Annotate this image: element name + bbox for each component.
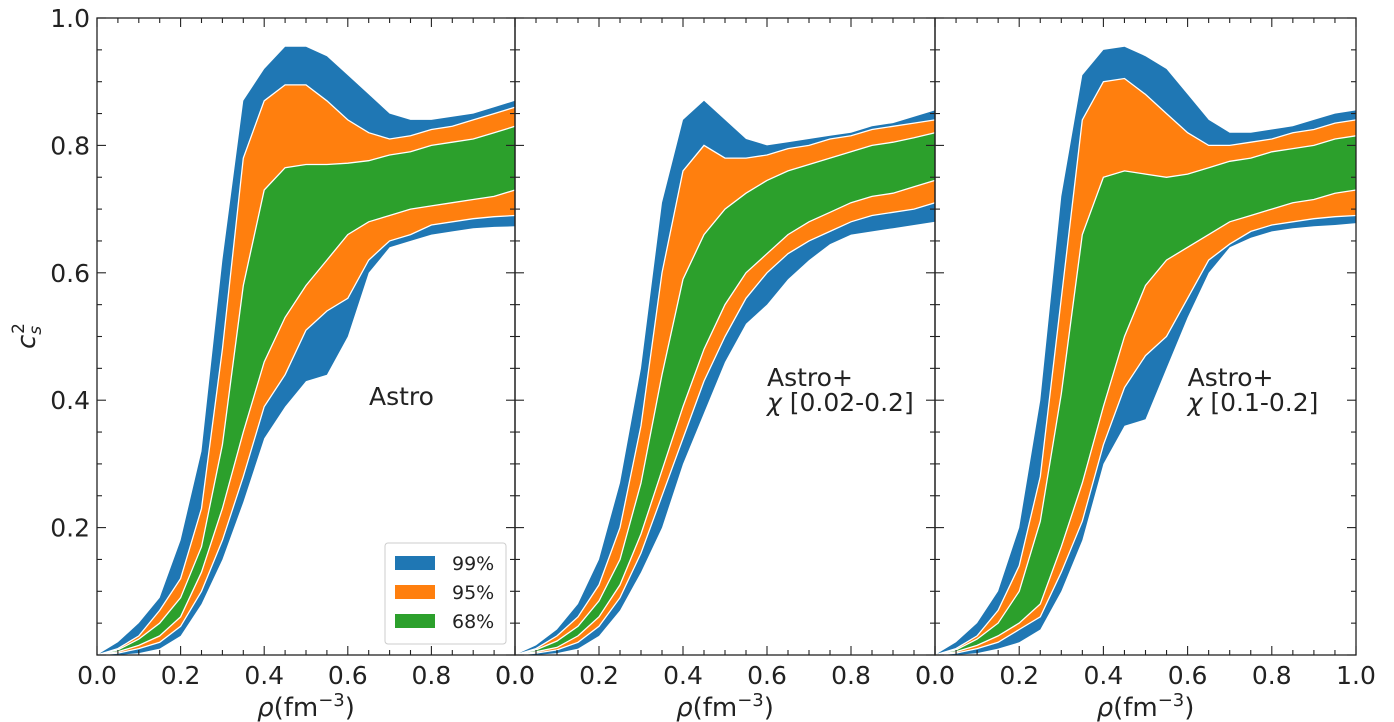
- band-68%-upper-edge-panel-2: [514, 132, 936, 656]
- legend-swatch-99%: [395, 556, 435, 570]
- band-95%-lower-edge-panel-1: [96, 214, 516, 656]
- band-95%-panel-3: [935, 78, 1356, 655]
- x-tick-label-panel-2: 0.6: [747, 661, 787, 690]
- band-68%-upper-edge-panel-1: [96, 125, 516, 656]
- x-tick-label-panel-3: 0.2: [999, 661, 1039, 690]
- panel-annotation-panel-3: Astro+: [1188, 363, 1274, 392]
- x-tick-label-panel-3: 1.0: [1336, 661, 1376, 690]
- text-layer: 0.0 0.2 0.4 0.6 0.8 0.0 0.2 0.4 0.6 0.8 1.0 ρ(fm−3)…: [9, 4, 1376, 722]
- y-axis-label: cs2: [9, 323, 46, 349]
- band-68%-lower-edge-panel-1: [96, 189, 516, 656]
- x-tick-label-panel-3: 0.8: [1252, 661, 1292, 690]
- frames-layer: [96, 17, 1357, 656]
- y-tick-label: 0.8: [50, 131, 90, 160]
- x-tick-label-panel-1: 0.8: [412, 661, 452, 690]
- x-tick-label-panel-1: 0.4: [244, 661, 284, 690]
- x-tick-label-panel-1: 0.0: [77, 661, 117, 690]
- band-95%-upper-edge-panel-3: [934, 77, 1357, 656]
- x-tick-label-panel-2: 0.0: [495, 661, 535, 690]
- band-95%-lower-edge-panel-2: [514, 202, 936, 656]
- x-tick-label-panel-2: 0.8: [831, 661, 871, 690]
- x-tick-label-panel-1: 0.2: [161, 661, 201, 690]
- panel-annotation-panel-2: Astro+: [767, 363, 853, 392]
- legend-label-95%: 95%: [452, 582, 494, 604]
- legend-swatch-68%: [395, 614, 435, 628]
- x-tick-label-panel-2: 0.0: [915, 661, 955, 690]
- x-axis-label-panel-3: ρ(fm−3): [1097, 690, 1195, 722]
- y-tick-label: 0.2: [50, 514, 90, 543]
- panel-annotation-panel-3: χ [0.1-0.2]: [1186, 388, 1319, 417]
- band-68%-panel-3: [935, 135, 1356, 656]
- band-95%-lower-edge-panel-3: [934, 214, 1357, 656]
- x-axis-label-panel-1: ρ(fm−3): [257, 690, 355, 722]
- x-tick-label-panel-1: 0.6: [328, 661, 368, 690]
- x-axis-label-panel-2: ρ(fm−3): [676, 690, 774, 722]
- band-68%-panel-1: [97, 126, 515, 656]
- y-tick-label: 0.6: [50, 259, 90, 288]
- panel-annotation-panel-1: Astro: [369, 382, 434, 411]
- band-68%-panel-2: [515, 132, 935, 655]
- x-tick-label-panel-3: 0.4: [1084, 661, 1124, 690]
- band-68%-lower-edge-panel-2: [514, 179, 936, 656]
- panel-annotation-panel-2: χ [0.02-0.2]: [765, 388, 914, 417]
- bands-layer: [96, 46, 1357, 656]
- x-tick-label-panel-3: 0.6: [1168, 661, 1208, 690]
- y-tick-label: 0.4: [50, 386, 90, 415]
- x-tick-label-panel-2: 0.2: [579, 661, 619, 690]
- legend-label-68%: 68%: [452, 611, 494, 633]
- legend-label-99%: 99%: [452, 553, 494, 575]
- band-99%-panel-2: [515, 100, 935, 656]
- band-95%-panel-1: [97, 84, 515, 655]
- legend-swatch-95%: [395, 585, 435, 599]
- y-tick-label: 1.0: [50, 4, 90, 33]
- x-tick-label-panel-3: 0.0: [915, 661, 955, 690]
- band-68%-lower-edge-panel-3: [934, 189, 1357, 656]
- x-tick-label-panel-1: 0.0: [495, 661, 535, 690]
- band-68%-upper-edge-panel-3: [934, 135, 1357, 656]
- x-tick-label-panel-2: 0.4: [663, 661, 703, 690]
- band-95%-upper-edge-panel-2: [514, 119, 936, 656]
- band-95%-upper-edge-panel-1: [96, 84, 516, 656]
